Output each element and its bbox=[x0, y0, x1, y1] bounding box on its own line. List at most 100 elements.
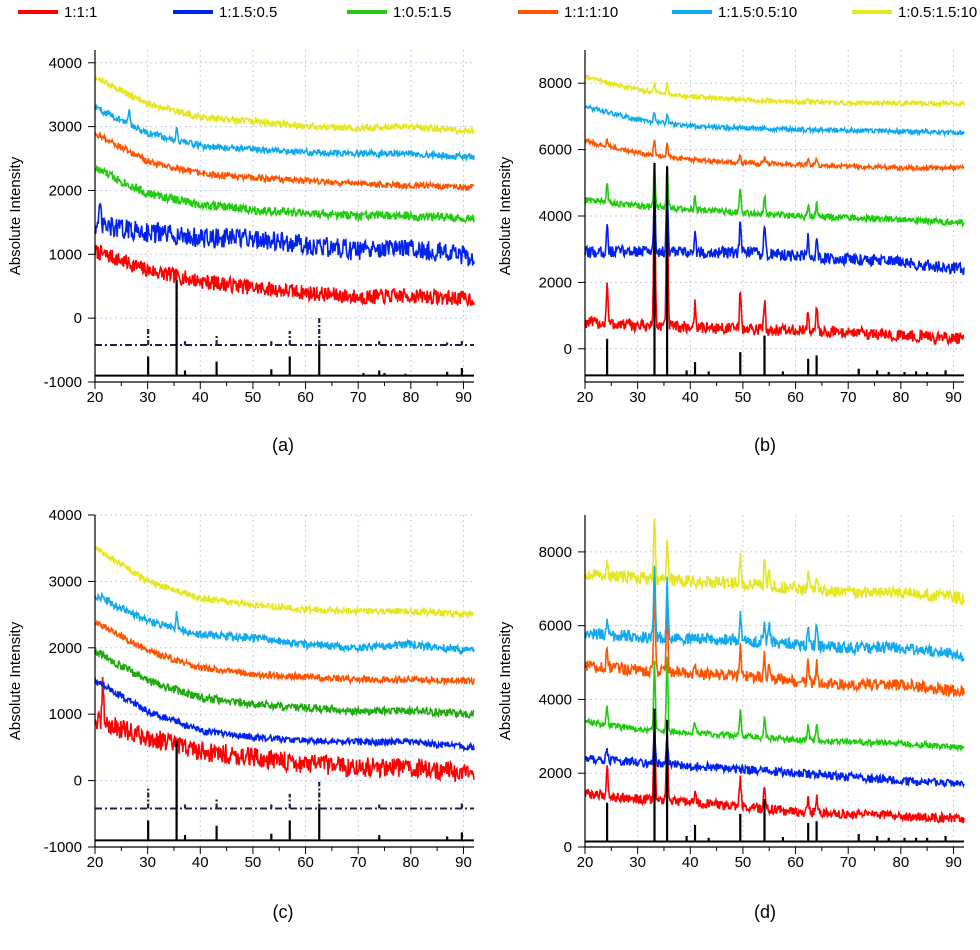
legend-swatch bbox=[852, 10, 892, 14]
x-tick-label: 80 bbox=[892, 389, 909, 406]
y-axis-title: Absolute Intensity bbox=[7, 156, 24, 275]
data-series-line bbox=[94, 545, 474, 620]
panel-label-b: (b) bbox=[754, 435, 776, 455]
x-tick-label: 70 bbox=[350, 854, 367, 871]
x-tick-label: 20 bbox=[87, 389, 104, 406]
x-tick-label: 20 bbox=[577, 389, 594, 406]
data-series-line bbox=[94, 75, 475, 137]
data-series-line bbox=[94, 619, 475, 687]
x-tick-label: 70 bbox=[840, 854, 857, 871]
x-tick-label: 20 bbox=[577, 854, 594, 871]
x-tick-label: 50 bbox=[245, 389, 262, 406]
y-tick-label: 6000 bbox=[539, 142, 572, 159]
y-axis-title: Absolute Intensity bbox=[497, 621, 514, 740]
data-series-line bbox=[584, 180, 965, 276]
y-tick-label: -1000 bbox=[44, 839, 82, 856]
y-tick-label: 0 bbox=[74, 310, 82, 327]
y-tick-label: 2000 bbox=[539, 765, 572, 782]
legend-item: 1:0.5:1.5 bbox=[347, 2, 451, 22]
x-tick-label: 70 bbox=[840, 389, 857, 406]
x-tick-label: 40 bbox=[682, 854, 699, 871]
y-tick-label: 3000 bbox=[49, 119, 82, 136]
reference-pattern bbox=[95, 279, 474, 377]
data-series-line bbox=[584, 180, 965, 347]
reference-pattern bbox=[585, 162, 964, 377]
grid-lines bbox=[584, 50, 964, 382]
data-series-line bbox=[94, 103, 475, 163]
x-tick-label: 90 bbox=[945, 854, 962, 871]
chart-panel-d: 2030405060708090020004000600080002θ (º)A… bbox=[497, 515, 965, 871]
y-tick-label: 8000 bbox=[539, 75, 572, 92]
x-tick-label: 50 bbox=[735, 854, 752, 871]
panel-label-a: (a) bbox=[272, 435, 294, 455]
x-tick-label: 80 bbox=[892, 854, 909, 871]
y-tick-label: 0 bbox=[74, 773, 82, 790]
y-tick-label: 2000 bbox=[539, 274, 572, 291]
data-series-line bbox=[584, 726, 965, 789]
data-series-line bbox=[584, 711, 965, 824]
chart-legend: 1:1:1 1:1.5:0.5 1:0.5:1.5 1:1:1:10 1:1.5… bbox=[0, 0, 980, 24]
y-tick-label: 6000 bbox=[539, 618, 572, 635]
x-tick-label: 20 bbox=[87, 854, 104, 871]
y-tick-label: 3000 bbox=[49, 573, 82, 590]
legend-label: 1:0.5:1.5:10 bbox=[898, 3, 978, 21]
data-series-line bbox=[584, 565, 965, 663]
data-series-line bbox=[94, 165, 475, 224]
y-tick-label: 4000 bbox=[539, 691, 572, 708]
x-tick-label: 30 bbox=[139, 854, 156, 871]
x-tick-label: 80 bbox=[402, 854, 419, 871]
x-tick-label: 90 bbox=[455, 854, 472, 871]
data-series-line bbox=[584, 573, 965, 698]
x-tick-label: 50 bbox=[735, 389, 752, 406]
panel-label-d: (d) bbox=[754, 902, 776, 922]
panel-label-c: (c) bbox=[272, 902, 294, 922]
data-series-line bbox=[94, 591, 475, 656]
x-tick-label: 60 bbox=[297, 389, 314, 406]
data-series-line bbox=[94, 677, 475, 753]
legend-item: 1:1:1 bbox=[18, 2, 97, 22]
data-series-line bbox=[94, 131, 475, 192]
x-tick-label: 60 bbox=[297, 854, 314, 871]
x-tick-label: 50 bbox=[245, 854, 262, 871]
data-series-line bbox=[584, 104, 965, 138]
y-tick-label: 8000 bbox=[539, 544, 572, 561]
y-tick-label: 4000 bbox=[539, 208, 572, 225]
x-tick-label: 30 bbox=[629, 854, 646, 871]
grid-lines bbox=[94, 50, 474, 383]
x-tick-label: 40 bbox=[682, 389, 699, 406]
legend-label: 1:0.5:1.5 bbox=[393, 3, 452, 21]
reference-pattern bbox=[95, 281, 474, 346]
y-tick-label: 1000 bbox=[49, 246, 82, 263]
legend-swatch bbox=[173, 10, 213, 14]
y-tick-label: 4000 bbox=[49, 507, 82, 524]
legend-swatch bbox=[672, 10, 712, 14]
y-tick-label: 2000 bbox=[49, 640, 82, 657]
legend-swatch bbox=[518, 10, 558, 14]
x-tick-label: 80 bbox=[402, 389, 419, 406]
legend-swatch bbox=[18, 10, 58, 14]
legend-label: 1:1:1 bbox=[64, 3, 98, 21]
x-tick-label: 60 bbox=[787, 389, 804, 406]
x-tick-label: 90 bbox=[945, 389, 962, 406]
reference-pattern bbox=[585, 708, 964, 843]
y-axis-title: Absolute Intensity bbox=[497, 156, 514, 275]
x-tick-label: 70 bbox=[350, 389, 367, 406]
data-series-line bbox=[584, 518, 965, 607]
legend-item: 1:1:1:10 bbox=[518, 2, 618, 22]
data-series-line bbox=[94, 648, 475, 719]
legend-label: 1:1.5:0.5 bbox=[219, 3, 278, 21]
legend-swatch bbox=[347, 10, 387, 14]
y-tick-label: 0 bbox=[564, 839, 572, 856]
x-tick-label: 40 bbox=[192, 854, 209, 871]
data-series-line bbox=[94, 244, 475, 308]
x-tick-label: 60 bbox=[787, 854, 804, 871]
y-tick-label: -1000 bbox=[44, 374, 82, 391]
y-tick-label: 2000 bbox=[49, 182, 82, 199]
legend-item: 1:0.5:1.5:10 bbox=[852, 2, 977, 22]
chart-panel-b: 2030405060708090020004000600080002θ (º)A… bbox=[497, 50, 965, 406]
x-tick-label: 40 bbox=[192, 389, 209, 406]
data-series-line bbox=[94, 202, 475, 267]
y-axis-title: Absolute Intensity bbox=[7, 621, 24, 740]
data-series-line bbox=[584, 74, 965, 109]
data-series-line bbox=[584, 137, 965, 173]
